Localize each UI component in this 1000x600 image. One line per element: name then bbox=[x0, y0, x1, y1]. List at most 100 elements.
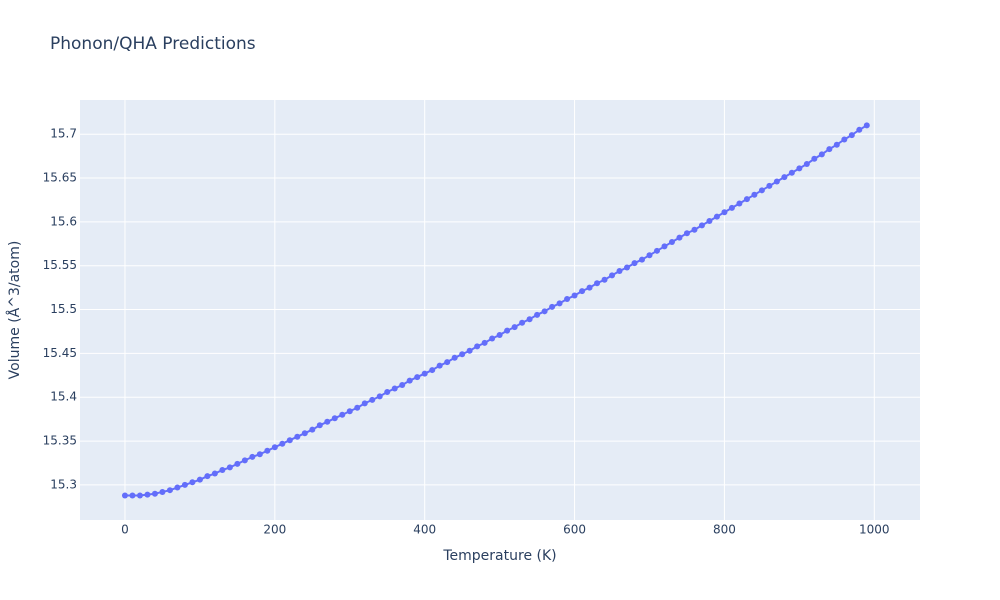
marker bbox=[526, 316, 533, 323]
marker bbox=[346, 408, 353, 415]
marker bbox=[586, 284, 593, 291]
marker bbox=[159, 488, 166, 495]
marker bbox=[136, 492, 143, 499]
marker bbox=[803, 161, 810, 168]
y-tick-label: 15.55 bbox=[43, 258, 77, 272]
marker bbox=[219, 467, 226, 474]
marker bbox=[324, 418, 331, 425]
marker bbox=[519, 319, 526, 326]
marker bbox=[286, 437, 293, 444]
marker bbox=[579, 288, 586, 295]
marker bbox=[504, 327, 511, 334]
marker bbox=[609, 272, 616, 279]
marker bbox=[399, 381, 406, 388]
marker bbox=[474, 343, 481, 350]
marker bbox=[691, 226, 698, 233]
marker bbox=[241, 457, 248, 464]
y-tick-label: 15.7 bbox=[50, 127, 77, 141]
marker bbox=[144, 491, 151, 498]
marker bbox=[429, 367, 436, 374]
marker bbox=[369, 396, 376, 403]
y-tick-label: 15.35 bbox=[43, 434, 77, 448]
marker bbox=[391, 385, 398, 392]
marker bbox=[601, 276, 608, 283]
y-axis-title: Volume (Å^3/atom) bbox=[6, 241, 23, 380]
x-axis-title: Temperature (K) bbox=[442, 548, 556, 564]
marker bbox=[331, 415, 338, 422]
marker bbox=[736, 200, 743, 207]
marker bbox=[833, 141, 840, 148]
marker bbox=[301, 430, 308, 437]
marker bbox=[421, 370, 428, 377]
marker bbox=[466, 347, 473, 354]
marker bbox=[781, 174, 788, 181]
marker bbox=[414, 374, 421, 381]
marker bbox=[264, 447, 271, 454]
marker bbox=[121, 492, 128, 499]
marker bbox=[406, 377, 413, 384]
marker bbox=[451, 354, 458, 361]
marker bbox=[226, 464, 233, 471]
marker bbox=[204, 473, 211, 480]
marker bbox=[189, 479, 196, 486]
marker bbox=[234, 460, 241, 467]
marker bbox=[279, 440, 286, 447]
y-tick-label: 15.3 bbox=[50, 477, 77, 491]
x-tick-label: 800 bbox=[713, 523, 736, 537]
marker bbox=[511, 324, 518, 331]
marker bbox=[653, 247, 660, 254]
marker bbox=[721, 209, 728, 216]
marker bbox=[571, 292, 578, 299]
marker bbox=[751, 191, 758, 198]
y-tick-label: 15.4 bbox=[50, 390, 77, 404]
marker bbox=[841, 136, 848, 143]
marker bbox=[384, 388, 391, 395]
marker bbox=[863, 122, 870, 129]
x-tick-label: 200 bbox=[263, 523, 286, 537]
marker bbox=[766, 182, 773, 189]
marker bbox=[549, 303, 556, 310]
marker bbox=[534, 311, 541, 318]
marker bbox=[683, 230, 690, 237]
marker bbox=[294, 433, 301, 440]
marker bbox=[594, 280, 601, 287]
marker bbox=[856, 126, 863, 133]
marker bbox=[668, 239, 675, 246]
y-tick-label: 15.65 bbox=[43, 171, 77, 185]
marker bbox=[129, 492, 136, 499]
marker bbox=[541, 308, 548, 315]
marker bbox=[773, 178, 780, 185]
chart-title: Phonon/QHA Predictions bbox=[50, 34, 256, 54]
marker bbox=[211, 470, 218, 477]
marker bbox=[556, 300, 563, 307]
line bbox=[124, 124, 868, 497]
marker bbox=[826, 146, 833, 153]
marker bbox=[728, 204, 735, 211]
marker bbox=[758, 187, 765, 194]
marker bbox=[811, 155, 818, 162]
marker bbox=[459, 351, 466, 358]
marker bbox=[181, 481, 188, 488]
marker bbox=[309, 426, 316, 433]
y-tick-label: 15.5 bbox=[50, 302, 77, 316]
marker bbox=[818, 151, 825, 158]
y-tick-label: 15.45 bbox=[43, 346, 77, 360]
marker bbox=[489, 335, 496, 342]
marker bbox=[624, 264, 631, 271]
marker bbox=[698, 222, 705, 229]
x-tick-label: 1000 bbox=[859, 523, 890, 537]
marker bbox=[743, 196, 750, 203]
marker bbox=[354, 404, 361, 411]
marker bbox=[436, 362, 443, 369]
marker bbox=[713, 213, 720, 220]
marker bbox=[361, 400, 368, 407]
marker bbox=[256, 451, 263, 458]
marker bbox=[174, 484, 181, 491]
marker bbox=[316, 422, 323, 429]
marker bbox=[151, 490, 158, 497]
marker bbox=[848, 132, 855, 139]
marker bbox=[661, 243, 668, 250]
x-tick-label: 600 bbox=[563, 523, 586, 537]
